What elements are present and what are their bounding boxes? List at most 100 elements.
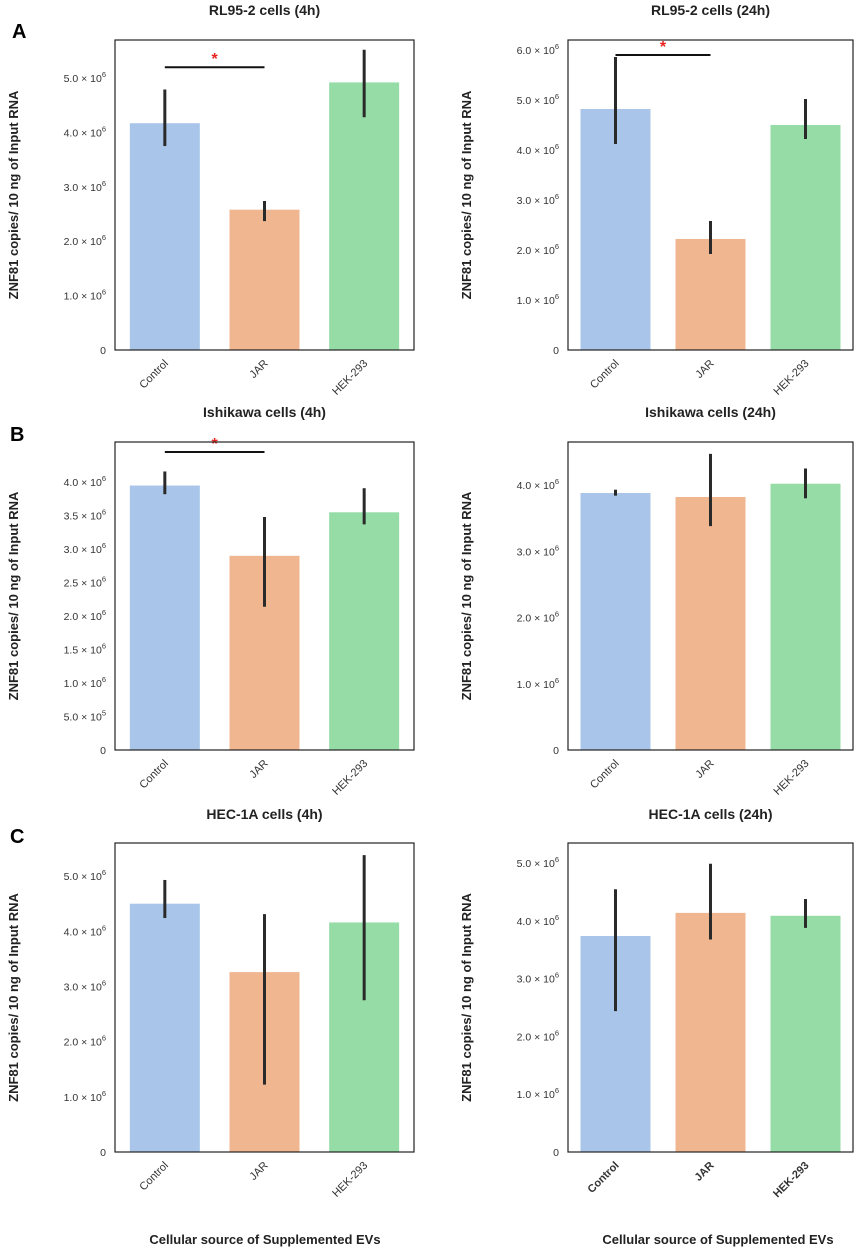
chart-rl95-2-24h: RL95-2 cells (24h) ZNF81 copies/ 10 ng of… — [459, 2, 854, 398]
bar-hek-293 — [770, 483, 841, 750]
x-tick-label-control: Control — [137, 358, 171, 392]
bar-jar — [675, 912, 746, 1152]
y-tick-label: 0 — [100, 745, 106, 757]
y-axis-label: ZNF81 copies/ 10 ng of Input RNA — [6, 491, 21, 700]
plot-frame — [567, 842, 854, 1153]
x-tick-label-jar: JAR — [247, 758, 270, 781]
bar-control — [580, 493, 651, 750]
y-axis-label: ZNF81 copies/ 10 ng of Input RNA — [6, 90, 21, 299]
y-tick-label: 1.0 × 106 — [517, 676, 559, 691]
x-tick-label-hek-293: HEK-293 — [330, 758, 370, 798]
bar-control — [129, 903, 200, 1152]
x-tick-label-hek-293: HEK-293 — [771, 1160, 811, 1200]
x-tick-label-jar: JAR — [693, 758, 716, 781]
bar-hek-293 — [770, 915, 841, 1152]
bar-hek-293 — [329, 82, 400, 350]
chart-title: HEC-1A cells (24h) — [649, 806, 773, 822]
x-tick-label-control: Control — [137, 758, 171, 792]
y-tick-label: 1.0 × 106 — [64, 1089, 106, 1104]
y-tick-label: 4.0 × 106 — [64, 923, 106, 938]
chart-hec-1a-4h: HEC-1A cells (4h) ZNF81 copies/ 10 ng of … — [6, 806, 415, 1200]
y-tick-label: 1.0 × 106 — [64, 288, 106, 303]
chart-title: HEC-1A cells (4h) — [206, 806, 322, 822]
y-tick-label: 4.0 × 106 — [64, 124, 106, 139]
y-tick-label: 6.0 × 106 — [517, 42, 559, 57]
y-tick-label: 2.0 × 106 — [517, 1028, 559, 1043]
panel-letter-a: A — [12, 21, 26, 43]
bar-jar — [675, 239, 746, 350]
x-axis-label-left: Cellular source of Supplemented EVs — [149, 1232, 380, 1247]
x-tick-label-control: Control — [588, 758, 622, 792]
y-axis-label: ZNF81 copies/ 10 ng of Input RNA — [459, 90, 474, 299]
y-tick-label: 0 — [553, 745, 559, 757]
chart-title: RL95-2 cells (4h) — [209, 2, 320, 18]
y-tick-label: 1.5 × 106 — [64, 642, 106, 657]
y-axis-label: ZNF81 copies/ 10 ng of Input RNA — [459, 893, 474, 1102]
y-tick-label: 5.0 × 106 — [517, 855, 559, 870]
y-axis-label: ZNF81 copies/ 10 ng of Input RNA — [459, 491, 474, 700]
significance-star: * — [212, 51, 219, 68]
y-tick-label: 4.0 × 106 — [517, 913, 559, 928]
y-tick-label: 2.0 × 106 — [517, 242, 559, 257]
significance-star: * — [212, 436, 219, 453]
y-tick-label: 3.0 × 106 — [64, 541, 106, 556]
y-tick-label: 0 — [553, 1147, 559, 1159]
chart-ishikawa-24h: Ishikawa cells (24h) ZNF81 copies/ 10 ng … — [459, 404, 854, 798]
x-tick-label-jar: JAR — [247, 358, 270, 381]
y-tick-label: 1.0 × 106 — [64, 675, 106, 690]
chart-title: RL95-2 cells (24h) — [651, 2, 770, 18]
bar-control — [580, 109, 651, 350]
x-tick-label-control: Control — [137, 1160, 171, 1194]
y-tick-label: 5.0 × 106 — [517, 92, 559, 107]
y-tick-label: 0 — [100, 1147, 106, 1159]
x-axis-label-right: Cellular source of Supplemented EVs — [602, 1232, 833, 1247]
y-tick-label: 2.0 × 106 — [517, 610, 559, 625]
x-tick-label-hek-293: HEK-293 — [772, 758, 812, 798]
significance-star: * — [660, 39, 667, 56]
x-tick-label-hek-293: HEK-293 — [772, 358, 812, 398]
x-tick-label-jar: JAR — [247, 1160, 270, 1183]
y-tick-label: 4.0 × 106 — [517, 142, 559, 157]
x-tick-label-jar: JAR — [693, 1160, 717, 1184]
y-tick-label: 1.0 × 106 — [517, 1086, 559, 1101]
bar-control — [129, 485, 200, 750]
y-tick-label: 0 — [553, 345, 559, 357]
panel-letter-c: C — [10, 826, 24, 848]
y-tick-label: 3.0 × 106 — [64, 179, 106, 194]
plot-frame — [114, 39, 415, 351]
x-tick-label-control: Control — [585, 1160, 621, 1196]
x-tick-label-hek-293: HEK-293 — [330, 1160, 370, 1200]
x-tick-label-hek-293: HEK-293 — [330, 358, 370, 398]
y-tick-label: 4.0 × 106 — [64, 474, 106, 489]
plot-frame — [114, 842, 415, 1153]
y-tick-label: 0 — [100, 345, 106, 357]
y-tick-label: 4.0 × 106 — [517, 477, 559, 492]
plot-frame — [567, 39, 854, 351]
y-tick-label: 5.0 × 106 — [64, 868, 106, 883]
chart-ishikawa-4h: Ishikawa cells (4h) ZNF81 copies/ 10 ng o… — [6, 404, 415, 798]
chart-title: Ishikawa cells (24h) — [645, 404, 776, 420]
plot-frame — [114, 441, 415, 751]
bar-jar — [675, 496, 746, 750]
chart-title: Ishikawa cells (4h) — [203, 404, 326, 420]
y-tick-label: 3.0 × 106 — [517, 971, 559, 986]
chart-hec-1a-24h: HEC-1A cells (24h) ZNF81 copies/ 10 ng of… — [459, 806, 854, 1200]
y-tick-label: 5.0 × 106 — [64, 70, 106, 85]
y-tick-label: 3.5 × 106 — [64, 508, 106, 523]
bar-hek-293 — [770, 125, 841, 350]
y-tick-label: 1.0 × 106 — [517, 292, 559, 307]
y-tick-label: 2.5 × 106 — [64, 575, 106, 590]
y-tick-label: 3.0 × 106 — [517, 192, 559, 207]
y-tick-label: 2.0 × 106 — [64, 1034, 106, 1049]
x-tick-label-jar: JAR — [693, 358, 716, 381]
bar-jar — [229, 209, 300, 350]
y-tick-label: 2.0 × 106 — [64, 608, 106, 623]
y-tick-label: 2.0 × 106 — [64, 233, 106, 248]
y-axis-label: ZNF81 copies/ 10 ng of Input RNA — [6, 893, 21, 1102]
y-tick-label: 3.0 × 106 — [64, 978, 106, 993]
bar-control — [129, 123, 200, 350]
chart-rl95-2-4h: RL95-2 cells (4h) ZNF81 copies/ 10 ng of … — [6, 2, 415, 398]
plot-frame — [567, 441, 854, 751]
bar-hek-293 — [329, 512, 400, 750]
